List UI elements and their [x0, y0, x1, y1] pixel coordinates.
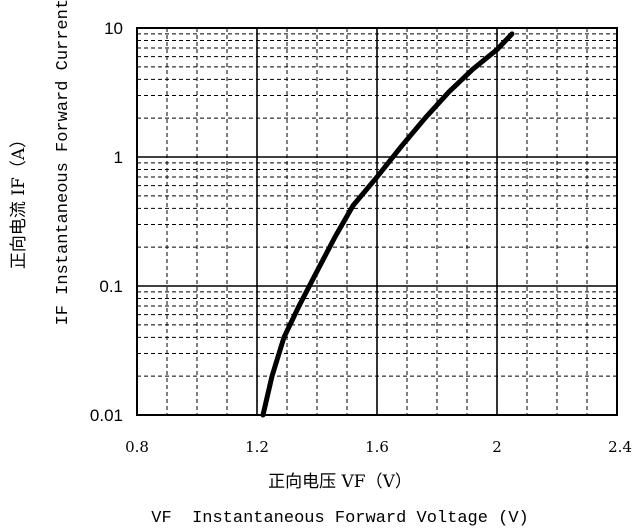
y-tick-label: 1	[114, 148, 123, 167]
x-tick-label: 0.8	[125, 438, 149, 456]
x-tick-label: 2	[492, 438, 502, 456]
plot-frame	[136, 27, 618, 416]
y-tick-label: 10	[104, 19, 123, 38]
forward-current-curve	[260, 31, 515, 418]
y-axis-title-en: IF Instantaneous Forward Current (	[54, 0, 73, 325]
y-axis-title-cn: 正向电流 IF（A）	[9, 131, 29, 269]
major-gridlines	[137, 28, 617, 415]
x-tick-labels: 0.8 1.2 1.6 2 2.4	[125, 438, 632, 456]
x-axis-title-en: VF Instantaneous Forward Voltage (V)	[151, 509, 528, 528]
x-tick-label: 1.2	[245, 438, 269, 456]
x-axis-title-cn: 正向电压 VF（V）	[268, 472, 412, 492]
x-tick-label: 1.6	[365, 438, 389, 456]
y-tick-label: 0.1	[99, 277, 123, 296]
x-tick-label: 2.4	[608, 438, 632, 456]
y-tick-labels: 0.01 0.1 1 10	[90, 19, 123, 425]
y-tick-label: 0.01	[90, 406, 123, 425]
